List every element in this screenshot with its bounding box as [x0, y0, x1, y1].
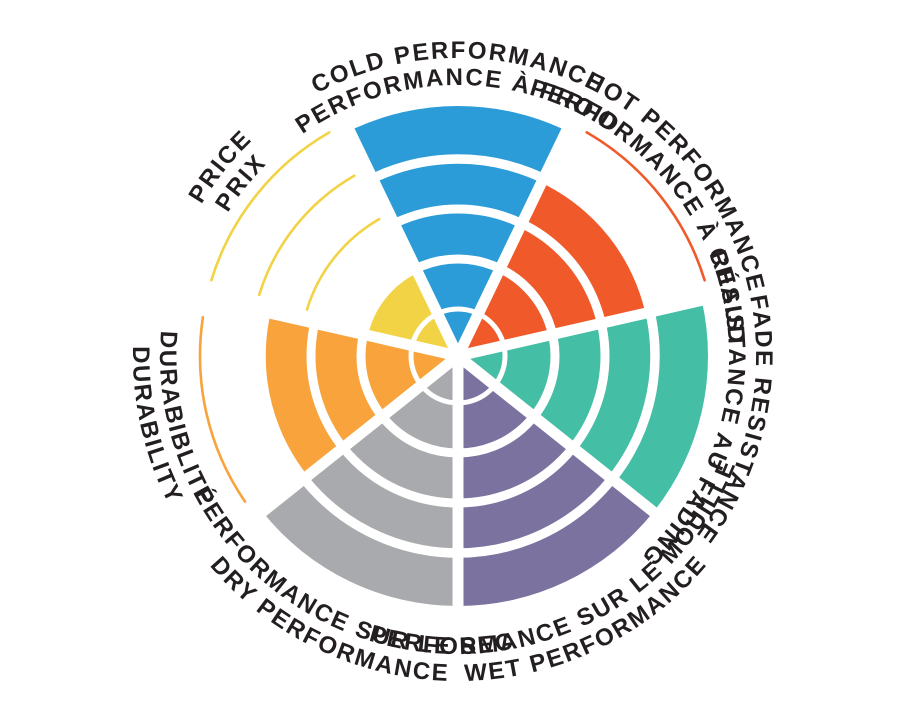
- sector-gap-line-6: [256, 351, 462, 519]
- wedge-fade-resistance: [458, 300, 708, 512]
- sector-gap-line-3: [456, 294, 706, 362]
- sector-gap-lines: [210, 125, 706, 609]
- remaining-ring-arc-price-4: [257, 174, 356, 297]
- remaining-ring-arc-durability-5: [198, 315, 247, 503]
- remaining-ring-arcs: [198, 131, 706, 503]
- sector-gap-line-2: [453, 125, 573, 359]
- remaining-ring-arc-hot-performance-5: [585, 131, 706, 282]
- sector-wedges: [257, 106, 708, 606]
- sector-gap-line-1: [343, 125, 463, 359]
- remaining-ring-arc-price-5: [210, 131, 331, 282]
- sector-gap-line-4: [454, 351, 660, 519]
- sector-gap-line-7: [210, 294, 460, 362]
- remaining-ring-arc-price-3: [305, 217, 381, 311]
